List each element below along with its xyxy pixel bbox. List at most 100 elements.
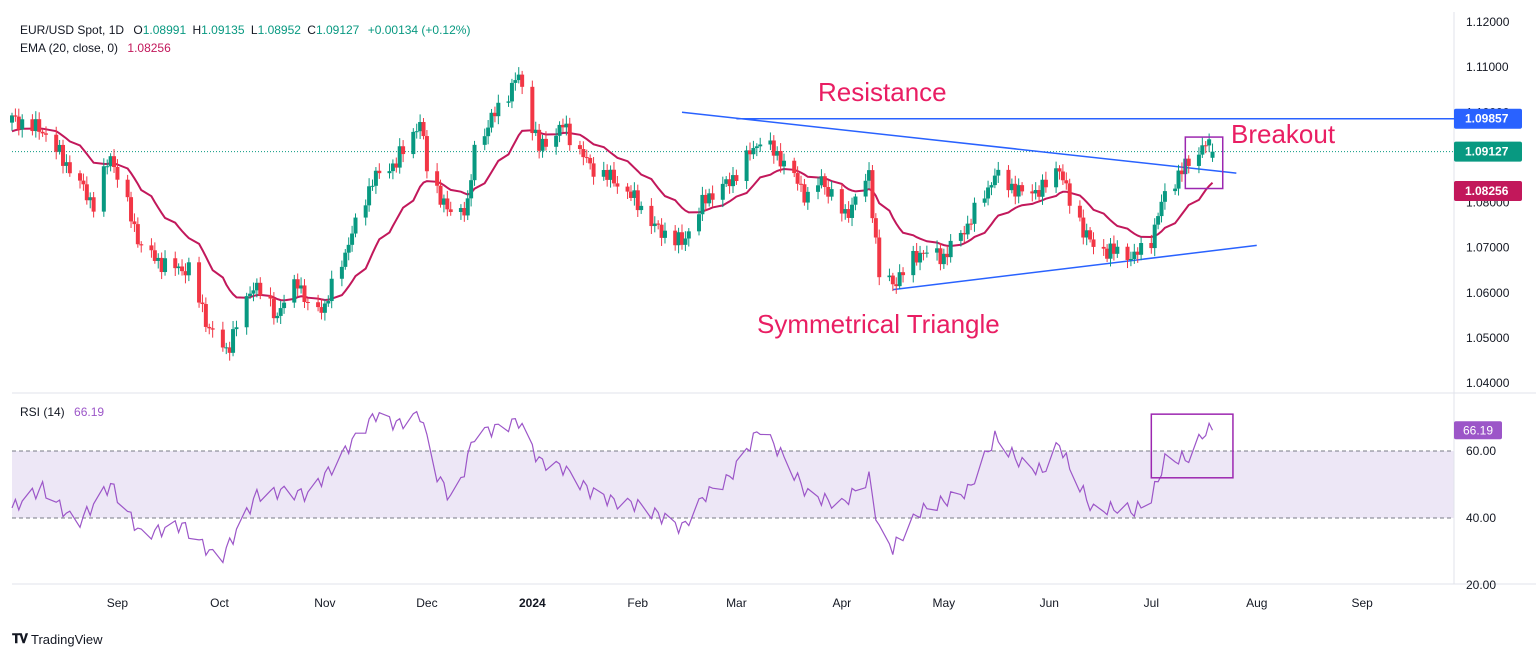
- candle-body: [1054, 168, 1059, 188]
- candle-body: [197, 262, 202, 303]
- price-tick-label: 1.04000: [1466, 376, 1510, 390]
- candle-body: [537, 129, 542, 151]
- candle-body: [996, 169, 1001, 176]
- candle-body: [924, 252, 929, 254]
- rsi-layer: [11, 410, 1214, 564]
- candle-body: [1101, 246, 1106, 249]
- candle-body: [890, 275, 895, 285]
- candle-body: [727, 179, 732, 187]
- candle-body: [329, 278, 334, 302]
- candle-body: [1084, 230, 1089, 238]
- candle-body: [176, 266, 181, 269]
- candle-body: [180, 266, 185, 272]
- candle-body: [186, 262, 191, 276]
- candle-body: [625, 186, 630, 192]
- candle-body: [91, 197, 96, 212]
- candle-body: [489, 112, 494, 128]
- candle-body: [353, 217, 358, 234]
- candle-body: [533, 129, 538, 134]
- candle-body: [1057, 168, 1062, 172]
- time-tick-label: Feb: [627, 596, 648, 610]
- candle-body: [792, 160, 797, 174]
- candle-body: [339, 266, 344, 279]
- candle-body: [1156, 216, 1161, 225]
- candle-body: [469, 180, 474, 199]
- candle-body: [200, 302, 205, 305]
- candle-body: [1009, 183, 1014, 191]
- time-tick-label: Sep: [107, 596, 129, 610]
- candle-body: [530, 86, 535, 134]
- candle-body: [686, 231, 691, 239]
- candle-body: [734, 175, 739, 181]
- candle-body: [873, 218, 878, 238]
- rsi-band-layer: [12, 451, 1454, 518]
- candle-body: [139, 244, 144, 246]
- candle-body: [438, 185, 443, 205]
- candle-body: [696, 214, 701, 232]
- ema-price-tag: 1.08256: [1465, 184, 1509, 198]
- legend-high: 1.09135: [201, 23, 245, 37]
- time-tick-label: Aug: [1246, 596, 1267, 610]
- candle-body: [44, 133, 49, 135]
- candle-body: [203, 304, 208, 327]
- candle-body: [1020, 185, 1025, 192]
- tradingview-brand[interactable]: 𝐓𝐕 TradingView: [12, 631, 103, 647]
- candle-body: [1196, 154, 1201, 166]
- candle-body: [506, 101, 511, 103]
- time-tick-label: Dec: [416, 596, 437, 610]
- candle-body: [112, 156, 117, 168]
- rsi-label[interactable]: RSI (14): [20, 405, 65, 419]
- candle-body: [414, 131, 419, 133]
- candle-body: [564, 123, 569, 128]
- candle-body: [1067, 183, 1072, 206]
- candle-body: [61, 144, 66, 166]
- resistance-price-tag-bg: [1454, 108, 1522, 129]
- candle-body: [305, 302, 310, 304]
- time-tick-label: Oct: [210, 596, 229, 610]
- candle-body: [887, 275, 892, 278]
- price-tick-label: 1.07000: [1466, 241, 1510, 255]
- trendline: [892, 244, 1257, 291]
- candle-body: [577, 145, 582, 150]
- price-tick-label: 1.05000: [1466, 331, 1510, 345]
- candle-body: [319, 307, 324, 313]
- candle-body: [465, 198, 470, 216]
- candle-body: [897, 272, 902, 287]
- candle-body: [1207, 139, 1212, 146]
- candle-body: [948, 240, 953, 258]
- candle-body: [567, 123, 572, 146]
- rsi-line: [11, 410, 1214, 564]
- candle-body: [254, 282, 259, 291]
- candle-body: [962, 232, 967, 235]
- candle-body: [418, 122, 423, 132]
- candle-body: [57, 144, 62, 152]
- annotation-resistance: Resistance: [818, 77, 947, 107]
- grid-layer: [12, 12, 1536, 585]
- candle-body: [132, 221, 137, 225]
- candle-layer[interactable]: [10, 67, 1215, 361]
- candle-body: [108, 156, 113, 167]
- candle-body: [850, 204, 855, 218]
- candle-body: [373, 170, 378, 186]
- candle-body: [377, 170, 382, 174]
- candle-body: [394, 163, 399, 168]
- ema-label[interactable]: EMA (20, close, 0): [20, 41, 119, 55]
- last-price-tag: 1.09127: [1465, 145, 1509, 159]
- candle-body: [295, 279, 300, 289]
- candle-body: [867, 170, 872, 181]
- candle-body: [33, 119, 38, 132]
- price-tick-label: 1.06000: [1466, 286, 1510, 300]
- candle-body: [37, 119, 42, 132]
- candle-body: [829, 189, 834, 197]
- legend-symbol[interactable]: EUR/USD Spot, 1D: [20, 23, 125, 37]
- time-tick-label: Jul: [1144, 596, 1159, 610]
- candle-body: [125, 179, 130, 198]
- price-tick-label: 1.12000: [1466, 15, 1510, 29]
- candle-body: [911, 250, 916, 276]
- box-layer: [1150, 136, 1234, 479]
- candle-body: [870, 170, 875, 219]
- candle-body: [1111, 243, 1116, 254]
- candle-body: [877, 237, 882, 278]
- candle-body: [805, 191, 810, 203]
